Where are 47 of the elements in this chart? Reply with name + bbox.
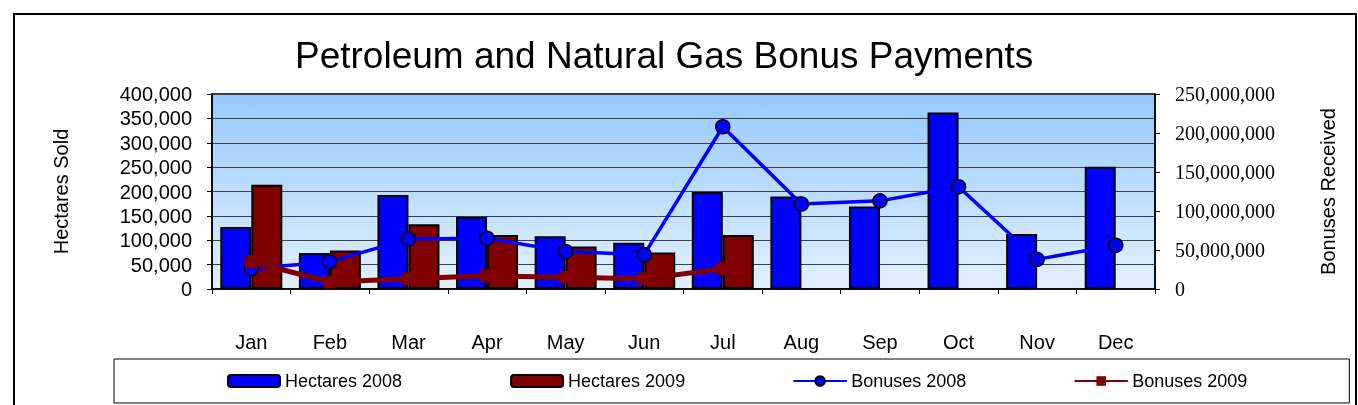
x-tick-label: Jul (710, 331, 736, 353)
point (557, 243, 574, 260)
point (244, 255, 258, 269)
y2-axis-title: Bonuses Received (1317, 108, 1339, 275)
y-axis-title: Hectares Sold (50, 128, 72, 255)
point (1107, 237, 1124, 254)
legend-label: Bonuses 2009 (1132, 371, 1248, 391)
y2-tick-label: 100,000,000 (1175, 200, 1275, 222)
y-tick-label: 250,000 (119, 156, 192, 179)
y2-tick-label: 150,000,000 (1175, 161, 1275, 183)
y-tick-label: 350,000 (119, 107, 192, 130)
point (793, 196, 810, 212)
y-tick-label: 150,000 (119, 204, 192, 227)
y-tick-label: 100,000 (119, 229, 192, 252)
y-tick-label: 50,000 (130, 253, 192, 276)
legend-label: Hectares 2008 (285, 371, 403, 391)
point (323, 275, 337, 289)
x-tick-label: May (546, 331, 585, 353)
x-tick-label: Apr (471, 331, 503, 353)
point (872, 193, 888, 209)
point (1029, 251, 1045, 268)
y2-tick-label: 200,000,000 (1175, 122, 1275, 144)
x-tick-label: Oct (942, 331, 975, 353)
x-tick-label: Nov (1019, 331, 1055, 353)
x-tick-label: Sep (862, 331, 898, 353)
x-tick-label: Jun (628, 331, 661, 353)
x-tick-label: Feb (312, 331, 348, 353)
y-tick-label: 300,000 (119, 131, 192, 154)
x-tick-label: Dec (1097, 331, 1134, 353)
x-tick-label: Jan (235, 331, 268, 353)
chart-title: Petroleum and Natural Gas Bonus Payments (295, 35, 1034, 76)
point (636, 246, 652, 263)
y2-tick-label: 0 (1175, 278, 1185, 300)
point (715, 119, 731, 135)
y-tick-label: 200,000 (119, 180, 192, 203)
y2-tick-label: 50,000,000 (1175, 239, 1265, 261)
legend-label: Hectares 2009 (568, 371, 686, 391)
y2-tick-label: 250,000,000 (1175, 83, 1275, 105)
point (322, 253, 338, 270)
point (479, 230, 495, 247)
x-tick-label: Mar (391, 331, 427, 353)
point (400, 231, 417, 247)
y-tick-label: 0 (180, 278, 192, 300)
point (950, 179, 967, 195)
y-tick-label: 400,000 (119, 83, 192, 105)
x-tick-label: Aug (783, 331, 820, 353)
legend-label: Bonuses 2008 (851, 371, 967, 391)
